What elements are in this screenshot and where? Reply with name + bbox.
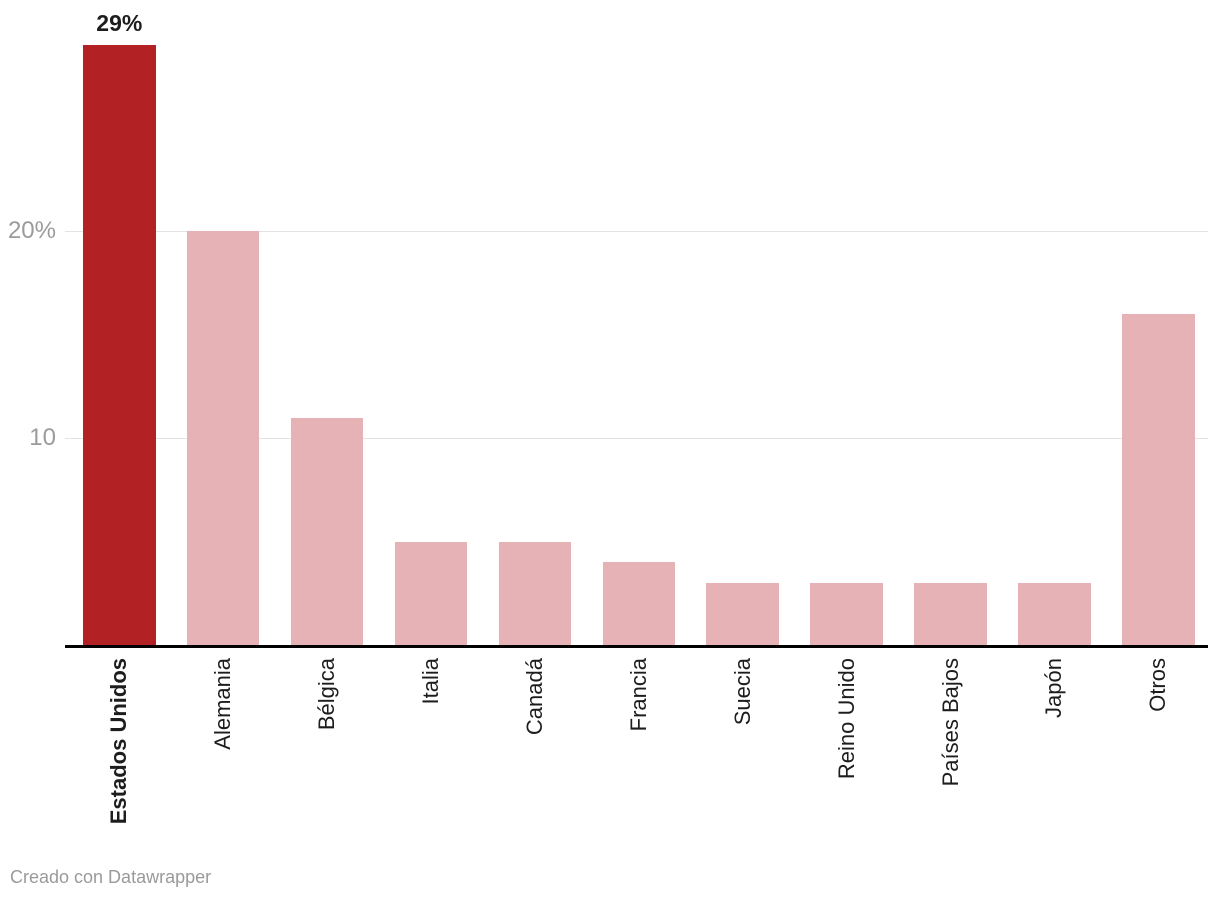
x-axis-line bbox=[65, 645, 1208, 648]
x-axis-label-paises-bajos: Países Bajos bbox=[937, 658, 963, 787]
gridline-20 bbox=[65, 231, 1208, 232]
bar-reino-unido[interactable] bbox=[810, 582, 883, 645]
y-tick-label-10: 10 bbox=[29, 424, 56, 451]
y-tick-label-20: 20% bbox=[7, 217, 56, 244]
bar-alemania[interactable] bbox=[186, 231, 260, 645]
bar-value-label: 29% bbox=[96, 10, 143, 36]
x-axis-label-otros: Otros bbox=[1145, 658, 1171, 712]
bar-italia[interactable] bbox=[394, 541, 468, 645]
x-axis-label-italia: Italia bbox=[418, 658, 443, 705]
datawrapper-credit: Creado con Datawrapper bbox=[10, 867, 212, 887]
x-axis-label-francia: Francia bbox=[625, 658, 651, 732]
bar-japon[interactable] bbox=[1018, 582, 1091, 645]
gridline-10 bbox=[65, 438, 1208, 439]
bar-francia[interactable] bbox=[602, 562, 676, 645]
x-axis-label-suecia: Suecia bbox=[729, 658, 755, 726]
x-axis-label-alemania: Alemania bbox=[210, 658, 236, 750]
bar-canada[interactable] bbox=[498, 541, 572, 645]
bar-estados-unidos[interactable] bbox=[83, 45, 156, 645]
bar-belgica[interactable] bbox=[290, 417, 364, 645]
x-axis-label-belgica: Bélgica bbox=[314, 658, 340, 731]
x-axis-label-reino-unido: Reino Unido bbox=[833, 658, 859, 780]
x-axis-label-canada: Canadá bbox=[521, 658, 547, 736]
bar-paises-bajos[interactable] bbox=[914, 582, 987, 645]
bar-otros[interactable] bbox=[1122, 314, 1195, 645]
x-axis-label-estados-unidos: Estados Unidos bbox=[106, 658, 132, 825]
bar-suecia[interactable] bbox=[706, 582, 779, 645]
x-axis-label-japon: Japón bbox=[1041, 658, 1067, 718]
